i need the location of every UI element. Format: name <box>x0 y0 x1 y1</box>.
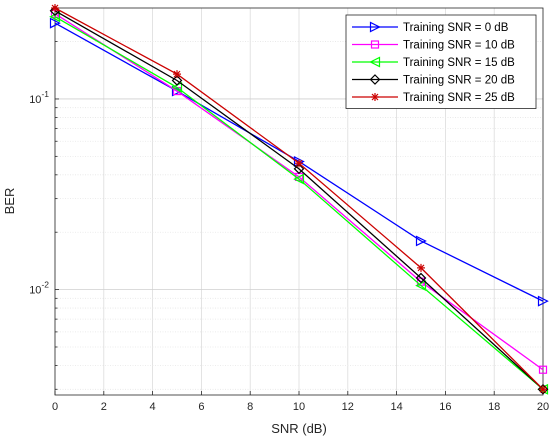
data-point <box>293 173 305 185</box>
data-point <box>538 365 548 374</box>
legend: Training SNR = 0 dB Training SNR = 10 dB T… <box>345 14 537 109</box>
data-point <box>173 70 181 79</box>
x-tick-label: 4 <box>150 401 156 413</box>
x-tick-label: 10 <box>293 401 305 413</box>
marker-stroke <box>417 264 425 272</box>
data-point <box>51 4 59 12</box>
x-tick-label: 6 <box>198 401 204 413</box>
marker-shape <box>369 74 381 85</box>
marker-shape <box>49 17 61 29</box>
series-4 <box>51 4 547 394</box>
marker-shape <box>370 40 380 49</box>
data-point <box>539 385 547 394</box>
marker-stroke <box>295 159 303 167</box>
marker-shape <box>171 85 183 97</box>
legend-label: Training SNR = 25 dB <box>403 92 515 104</box>
legend-item: Training SNR = 15 dB <box>352 56 515 69</box>
x-axis-label: SNR (dB) <box>271 421 327 436</box>
legend-marker <box>370 40 380 49</box>
legend-label: Training SNR = 20 dB <box>403 75 515 87</box>
legend-label: Training SNR = 10 dB <box>403 40 515 52</box>
marker-shape <box>538 365 548 374</box>
y-tick-label: 10-2 <box>29 280 49 297</box>
marker-shape <box>537 295 549 307</box>
legend-item: Training SNR = 0 dB <box>352 21 509 34</box>
data-point <box>171 75 183 86</box>
marker-stroke <box>173 70 181 78</box>
data-point <box>417 263 425 272</box>
legend-marker <box>371 93 379 101</box>
marker-shape <box>293 173 305 185</box>
marker-stroke <box>539 385 547 393</box>
marker-shape <box>537 383 549 395</box>
legend-marker <box>369 74 381 85</box>
x-tick-label: 12 <box>342 401 354 413</box>
marker-shape <box>415 235 427 247</box>
data-point <box>295 159 303 168</box>
x-tick-label: 18 <box>488 401 500 413</box>
marker-shape <box>369 56 381 68</box>
marker-stroke <box>371 93 379 101</box>
data-point <box>415 235 427 247</box>
marker-shape <box>415 272 427 284</box>
data-point <box>293 163 305 175</box>
x-tick-label: 2 <box>101 401 107 413</box>
legend-item: Training SNR = 10 dB <box>352 40 515 52</box>
legend-label: Training SNR = 0 dB <box>403 22 509 34</box>
marker-stroke <box>51 4 59 12</box>
marker-shape <box>369 21 381 33</box>
data-point <box>171 85 183 97</box>
legend-label: Training SNR = 15 dB <box>403 57 515 69</box>
series-line <box>54 16 544 390</box>
x-tick-label: 8 <box>247 401 253 413</box>
y-axis-label: BER <box>2 188 17 215</box>
x-tick-label: 14 <box>390 401 402 413</box>
x-tick-label: 16 <box>439 401 451 413</box>
axis-ticks: 0 2 4 6 8 10 12 14 16 18 20 10-2 10-1 <box>29 41 549 413</box>
marker-shape <box>171 75 183 86</box>
x-tick-label: 0 <box>52 401 58 413</box>
y-tick-label: 10-1 <box>29 89 49 106</box>
data-point <box>49 17 61 29</box>
data-point <box>537 295 549 307</box>
data-point <box>415 272 427 284</box>
x-tick-label: 20 <box>537 401 549 413</box>
data-point <box>537 383 549 395</box>
legend-marker <box>369 56 381 68</box>
marker-shape <box>293 163 305 175</box>
legend-item: Training SNR = 20 dB <box>352 74 515 87</box>
series-line <box>54 10 544 390</box>
legend-marker <box>369 21 381 33</box>
series-group <box>49 4 549 395</box>
legend-item: Training SNR = 25 dB <box>352 92 515 104</box>
